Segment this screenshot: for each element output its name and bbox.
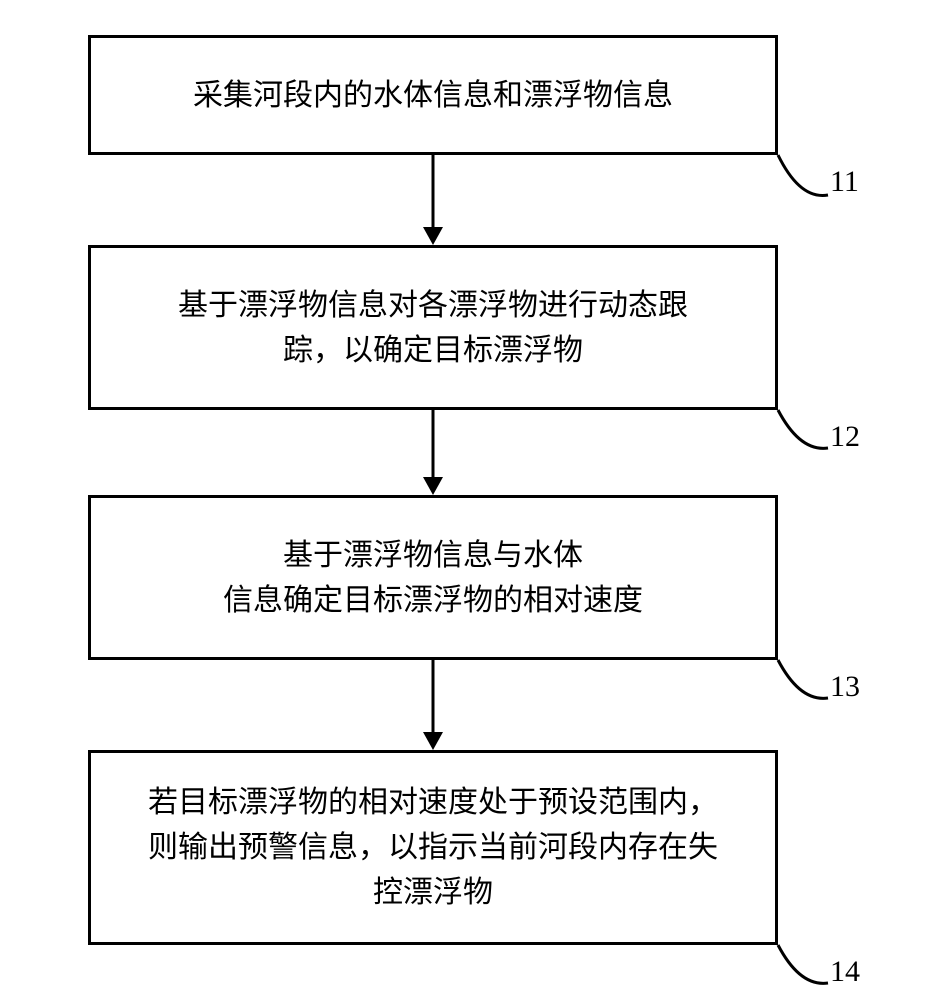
step-1-text: 采集河段内的水体信息和漂浮物信息 [173, 73, 693, 118]
arrow-3-4-line [432, 660, 435, 732]
arrow-3-4-head [423, 732, 443, 750]
flowchart-step-3: 基于漂浮物信息与水体信息确定目标漂浮物的相对速度 [88, 495, 778, 660]
flowchart-canvas: 采集河段内的水体信息和漂浮物信息 11 基于漂浮物信息对各漂浮物进行动态跟踪，以… [0, 0, 928, 1000]
step-2-label: 12 [830, 420, 860, 454]
step-2-text: 基于漂浮物信息对各漂浮物进行动态跟踪，以确定目标漂浮物 [158, 283, 708, 373]
step-4-text: 若目标漂浮物的相对速度处于预设范围内，则输出预警信息，以指示当前河段内存在失控漂… [128, 780, 738, 915]
step-4-label: 14 [830, 955, 860, 989]
arrow-1-2-head [423, 227, 443, 245]
arrow-1-2-line [432, 155, 435, 227]
step-3-text: 基于漂浮物信息与水体信息确定目标漂浮物的相对速度 [203, 533, 663, 623]
arrow-2-3-head [423, 477, 443, 495]
step-3-label: 13 [830, 670, 860, 704]
step-1-label: 11 [830, 165, 859, 199]
arrow-2-3-line [432, 410, 435, 477]
flowchart-step-4: 若目标漂浮物的相对速度处于预设范围内，则输出预警信息，以指示当前河段内存在失控漂… [88, 750, 778, 945]
flowchart-step-1: 采集河段内的水体信息和漂浮物信息 [88, 35, 778, 155]
flowchart-step-2: 基于漂浮物信息对各漂浮物进行动态跟踪，以确定目标漂浮物 [88, 245, 778, 410]
